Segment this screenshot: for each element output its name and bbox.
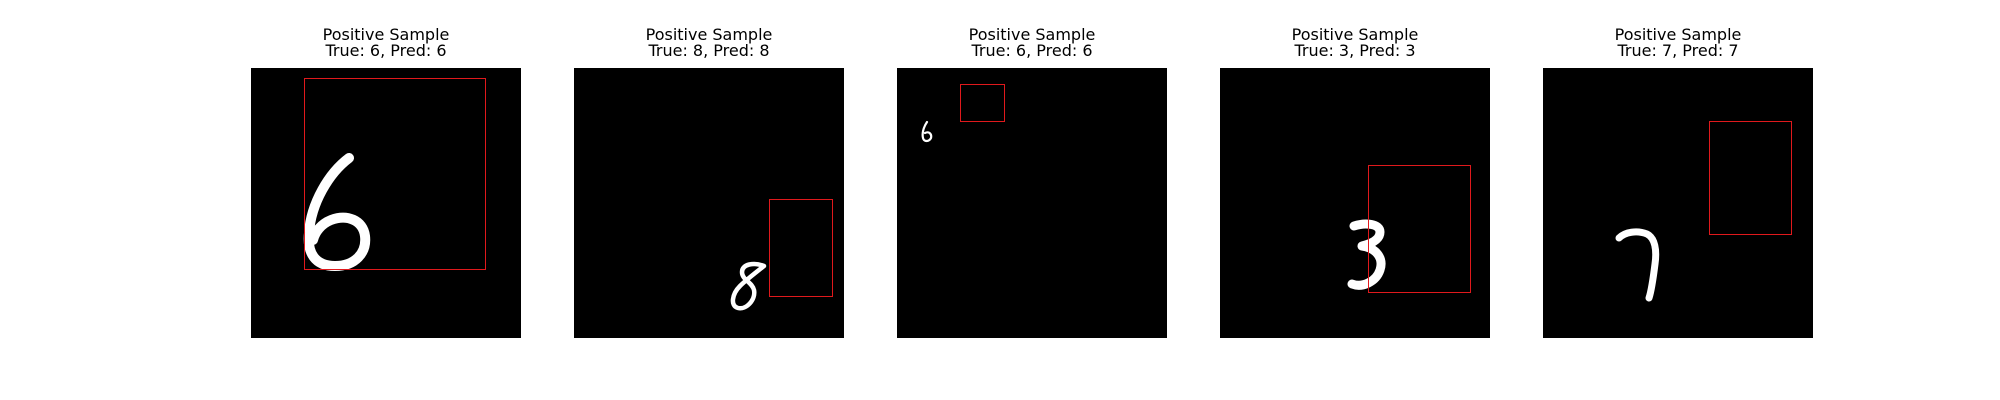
panel-title-line-1: Positive Sample bbox=[1291, 25, 1419, 44]
predicted-bounding-box bbox=[960, 84, 1005, 122]
panel-title: Positive Sample True: 8, Pred: 8 bbox=[534, 27, 884, 59]
sample-panel-2: Positive Sample True: 8, Pred: 8 bbox=[574, 0, 844, 400]
panel-title-line-1: Positive Sample bbox=[1614, 25, 1742, 44]
predicted-bounding-box bbox=[304, 78, 486, 270]
panel-title-line-1: Positive Sample bbox=[645, 25, 773, 44]
sample-image bbox=[1543, 68, 1813, 338]
sample-panel-3: Positive Sample True: 6, Pred: 6 bbox=[897, 0, 1167, 400]
panel-title-line-2: True: 6, Pred: 6 bbox=[971, 41, 1093, 60]
panel-title-line-2: True: 7, Pred: 7 bbox=[1617, 41, 1739, 60]
handwritten-digit-7-icon bbox=[1615, 228, 1660, 302]
panel-title: Positive Sample True: 3, Pred: 3 bbox=[1180, 27, 1530, 59]
sample-image bbox=[574, 68, 844, 338]
predicted-bounding-box bbox=[1709, 121, 1792, 235]
panel-title-line-1: Positive Sample bbox=[968, 25, 1096, 44]
handwritten-digit-3-icon bbox=[1347, 219, 1386, 290]
panel-title-line-2: True: 8, Pred: 8 bbox=[648, 41, 770, 60]
predicted-bounding-box bbox=[769, 199, 833, 297]
panel-title-line-2: True: 3, Pred: 3 bbox=[1294, 41, 1416, 60]
panel-title-line-2: True: 6, Pred: 6 bbox=[325, 41, 447, 60]
sample-image bbox=[251, 68, 521, 338]
handwritten-digit-8-icon bbox=[730, 261, 767, 311]
panel-title: Positive Sample True: 6, Pred: 6 bbox=[857, 27, 1207, 59]
handwritten-digit-6-icon bbox=[303, 153, 371, 271]
sample-panel-1: Positive Sample True: 6, Pred: 6 bbox=[251, 0, 521, 400]
sample-image bbox=[897, 68, 1167, 338]
handwritten-digit-6-icon bbox=[921, 120, 933, 143]
predicted-bounding-box bbox=[1368, 165, 1471, 293]
sample-panel-5: Positive Sample True: 7, Pred: 7 bbox=[1543, 0, 1813, 400]
panel-title-line-1: Positive Sample bbox=[322, 25, 450, 44]
panel-title: Positive Sample True: 6, Pred: 6 bbox=[211, 27, 561, 59]
sample-panel-4: Positive Sample True: 3, Pred: 3 bbox=[1220, 0, 1490, 400]
panel-title: Positive Sample True: 7, Pred: 7 bbox=[1503, 27, 1853, 59]
sample-image bbox=[1220, 68, 1490, 338]
